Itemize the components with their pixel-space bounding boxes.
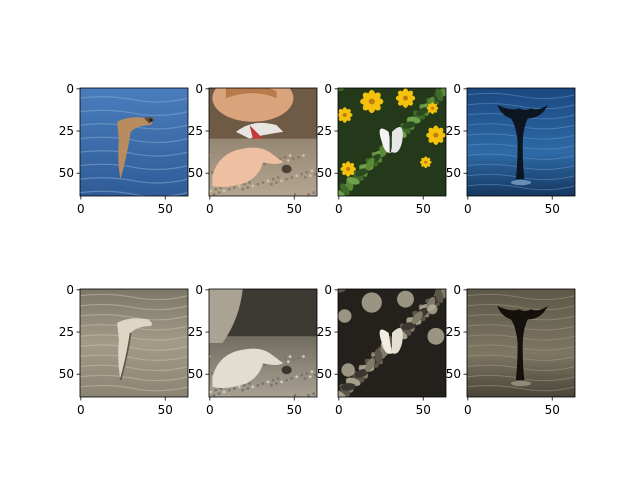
image-panel: 0 50 0 25 50 — [59, 283, 189, 417]
y-tick-label: 25 — [446, 325, 461, 339]
y-tick-label: 50 — [446, 367, 461, 381]
y-tick-label: 50 — [59, 166, 74, 180]
butterfly-icon — [379, 327, 403, 354]
y-tick-label: 0 — [195, 283, 203, 297]
y-tick-label: 0 — [324, 283, 332, 297]
y-tick-label: 0 — [66, 82, 74, 96]
hand-icon — [212, 348, 284, 388]
y-tick-label: 50 — [446, 166, 461, 180]
x-tick-label: 0 — [464, 403, 472, 417]
x-tick-label: 50 — [287, 403, 302, 417]
y-tick-label: 0 — [195, 82, 203, 96]
y-tick-label: 25 — [317, 325, 332, 339]
panel-image — [338, 88, 446, 196]
y-tick-label: 50 — [188, 166, 203, 180]
x-tick-label: 0 — [335, 202, 343, 216]
butterfly-icon — [379, 126, 403, 153]
axes-frame — [337, 87, 447, 197]
axes-frame — [79, 87, 189, 197]
image-panel: 0 50 0 25 50 — [317, 283, 447, 417]
axes-frame — [79, 288, 189, 398]
y-tick-label: 50 — [317, 166, 332, 180]
y-tick-label: 25 — [446, 124, 461, 138]
panel-image — [80, 88, 188, 196]
y-tick-label: 50 — [188, 367, 203, 381]
y-tick-label: 0 — [324, 82, 332, 96]
y-tick-label: 50 — [317, 367, 332, 381]
x-tick-label: 0 — [464, 202, 472, 216]
image-panel: 0 50 0 25 50 — [317, 82, 447, 216]
y-tick-label: 0 — [453, 283, 461, 297]
x-tick-label: 50 — [158, 403, 173, 417]
bird-icon — [117, 318, 152, 381]
axes-frame — [466, 288, 576, 398]
x-tick-label: 0 — [77, 202, 85, 216]
bird-icon — [117, 117, 155, 180]
image-panel: 0 50 0 25 50 — [188, 283, 318, 417]
whale-tail-icon — [497, 305, 548, 381]
y-tick-label: 0 — [66, 283, 74, 297]
hand-icon — [212, 147, 284, 187]
panel-image — [467, 88, 575, 196]
whale-tail-icon — [497, 104, 548, 180]
x-tick-label: 0 — [335, 403, 343, 417]
x-tick-label: 50 — [545, 202, 560, 216]
panel-image — [467, 289, 575, 397]
image-panel: 0 50 0 25 50 — [188, 82, 318, 216]
x-tick-label: 50 — [287, 202, 302, 216]
panel-image — [209, 88, 317, 196]
x-tick-label: 0 — [77, 403, 85, 417]
image-panel: 0 50 0 25 50 — [59, 82, 189, 216]
y-tick-label: 25 — [59, 325, 74, 339]
x-tick-label: 50 — [545, 403, 560, 417]
axes-frame — [466, 87, 576, 197]
x-tick-label: 0 — [206, 202, 214, 216]
y-tick-label: 25 — [188, 325, 203, 339]
axes-frame — [337, 288, 447, 398]
image-panel: 0 50 0 25 50 — [446, 283, 576, 417]
image-panel: 0 50 0 25 50 — [446, 82, 576, 216]
y-tick-label: 50 — [59, 367, 74, 381]
x-tick-label: 0 — [206, 403, 214, 417]
y-tick-label: 25 — [317, 124, 332, 138]
y-tick-label: 25 — [59, 124, 74, 138]
axes-frame — [208, 87, 318, 197]
x-tick-label: 50 — [416, 403, 431, 417]
panel-image — [338, 289, 446, 397]
panel-image — [80, 289, 188, 397]
y-tick-label: 25 — [188, 124, 203, 138]
x-tick-label: 50 — [416, 202, 431, 216]
axes-frame — [208, 288, 318, 398]
panel-image — [209, 289, 317, 397]
x-tick-label: 50 — [158, 202, 173, 216]
y-tick-label: 0 — [453, 82, 461, 96]
